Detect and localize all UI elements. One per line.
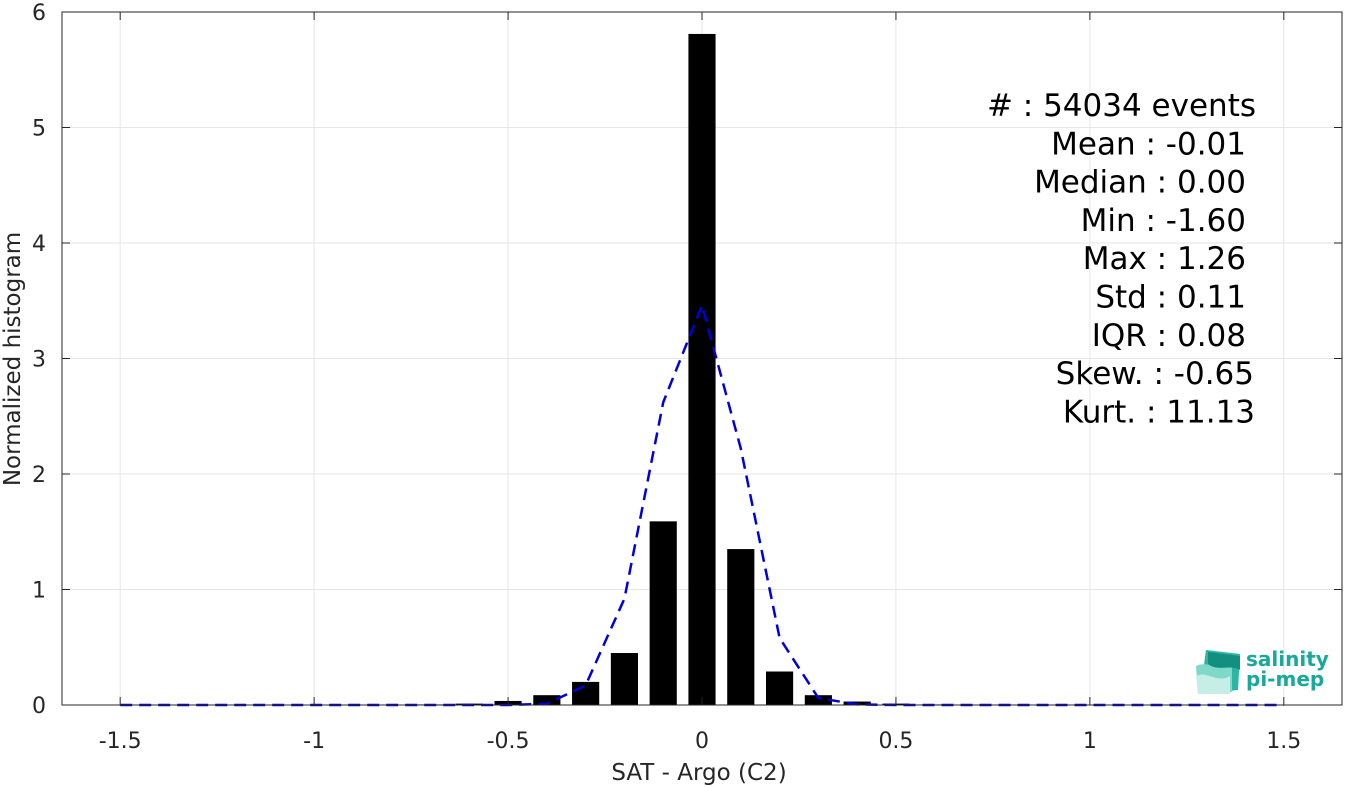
bar-7 [572, 681, 600, 705]
stat-line-5: Std : 0.11 [1095, 280, 1246, 316]
axes-box [61, 11, 1343, 706]
y-axis-label: Normalized histogram [0, 232, 26, 486]
stat-line-2: Median : 0.00 [1034, 165, 1246, 201]
y-tick-label-5: 5 [32, 117, 46, 142]
stat-line-4: Max : 1.26 [1083, 241, 1246, 277]
bar-11 [727, 549, 755, 705]
x-tick-label-2: -0.5 [487, 729, 530, 754]
x-tick-label-6: 1.5 [1266, 729, 1301, 754]
x-axis-label: SAT - Argo (C2) [611, 760, 786, 786]
y-tick-label-3: 3 [32, 348, 46, 373]
logo-text-line1: salinity [1246, 647, 1329, 671]
stat-line-3: Min : -1.60 [1081, 203, 1246, 239]
stat-line-6: IQR : 0.08 [1092, 318, 1246, 354]
stat-line-0: # : 54034 events [987, 88, 1256, 124]
x-tick-label-4: 0.5 [878, 729, 913, 754]
y-tick-label-2: 2 [32, 463, 46, 488]
bar-10 [688, 33, 716, 705]
bar-13 [804, 695, 832, 705]
x-tick-label-5: 1 [1083, 729, 1097, 754]
y-tick-label-0: 0 [32, 694, 46, 719]
histogram-bars [300, 33, 1104, 706]
bar-6 [533, 695, 561, 705]
bar-9 [649, 521, 677, 705]
x-tick-label-1: -1 [303, 729, 325, 754]
x-tick-label-3: 0 [695, 729, 709, 754]
tick-labels: -1.5 -1 -0.5 0 0.5 1 1.5 0 1 2 3 4 5 6 [32, 1, 1301, 754]
stat-line-7: Skew. : -0.65 [1056, 356, 1254, 392]
logo-text-line2: pi-mep [1246, 667, 1324, 691]
bar-8 [610, 653, 638, 705]
salinity-pi-mep-logo: salinity pi-mep [1196, 647, 1329, 694]
waves-logo-icon [1196, 650, 1240, 694]
stat-line-8: Kurt. : 11.13 [1063, 394, 1255, 430]
stat-line-1: Mean : -0.01 [1051, 126, 1246, 162]
bar-12 [766, 671, 794, 705]
x-tick-label-0: -1.5 [99, 729, 142, 754]
y-tick-label-1: 1 [32, 579, 46, 604]
y-tick-label-4: 4 [32, 232, 46, 257]
y-tick-label-6: 6 [32, 1, 46, 26]
